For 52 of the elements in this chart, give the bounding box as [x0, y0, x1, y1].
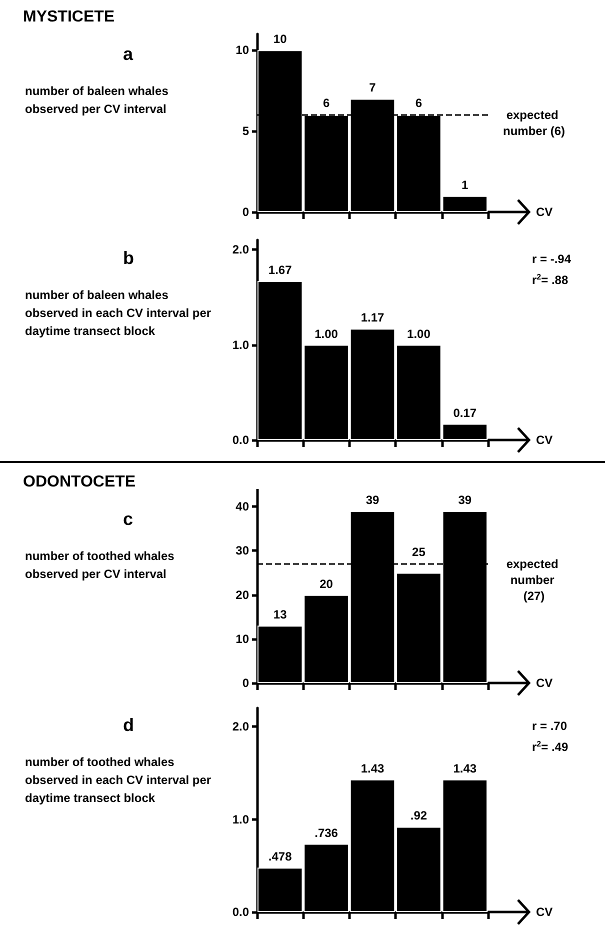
- y-tick-label: 5: [242, 124, 250, 138]
- y-tick-label: 0.0: [232, 433, 250, 447]
- data-label: 1.43: [360, 761, 384, 776]
- data-label: 6: [322, 96, 330, 110]
- text: r = -.94: [532, 252, 572, 266]
- y-tick-label: 10: [236, 43, 250, 58]
- ref-line-label: expected number (27): [506, 556, 562, 603]
- y-tick-label: 0: [242, 205, 250, 219]
- chart-title: d: [123, 715, 134, 735]
- data-label: 6: [415, 96, 422, 110]
- chart-title: b: [123, 248, 134, 268]
- data-label: .92: [410, 808, 428, 823]
- y-axis-title: number of toothed whales observed in each CV interval per daytime transect block: [25, 755, 214, 805]
- data-label: 1.43: [453, 761, 477, 776]
- data-label: 1: [462, 178, 469, 192]
- text: a: [123, 44, 134, 64]
- data-label: 1.00: [407, 326, 431, 341]
- x-axis-title: CV: [536, 905, 553, 919]
- x-axis-title: CV: [536, 433, 553, 447]
- x-axis-title: CV: [536, 205, 553, 219]
- y-tick-label: 30: [236, 544, 250, 558]
- y-tick-label: 20: [236, 588, 250, 602]
- ref-line-label: expected number (6): [502, 108, 566, 138]
- y-tick-label: 1.0: [232, 812, 250, 826]
- data-label: 39: [458, 493, 472, 508]
- data-label: 20: [320, 576, 334, 591]
- text: MYSTICETE: [23, 8, 115, 26]
- data-label: 13: [273, 608, 288, 622]
- y-tick-label: 10: [236, 632, 250, 646]
- data-label: 25: [412, 544, 426, 559]
- data-label: 39: [366, 493, 380, 508]
- x-axis-title: CV: [536, 676, 553, 690]
- y-axis-title: number of baleen whales observed in each CV interval per daytime transect block: [25, 288, 214, 338]
- y-tick-label: 1.0: [232, 338, 250, 352]
- y-axis-title: number of baleen whales observed per CV interval: [25, 84, 172, 116]
- y-tick-label: 2.0: [232, 242, 250, 257]
- text: ODONTOCETE: [23, 474, 136, 490]
- data-label: 10: [273, 32, 288, 46]
- text: r = .70: [532, 719, 568, 733]
- data-label: 0.17: [453, 406, 477, 420]
- text: c: [123, 509, 134, 529]
- y-tick-label: 40: [236, 500, 250, 514]
- data-label: 1.67: [268, 262, 292, 277]
- data-label: 7: [369, 80, 376, 95]
- data-label: 1.17: [360, 310, 384, 325]
- y-tick-label: 2.0: [232, 720, 250, 734]
- data-label: .736: [314, 826, 338, 840]
- data-label: .478: [268, 850, 292, 864]
- data-label: 1.00: [314, 326, 338, 341]
- y-tick-label: 0.0: [232, 905, 250, 919]
- y-axis-title: number of toothed whales observed per CV interval: [25, 549, 178, 581]
- y-tick-label: 0: [242, 676, 250, 690]
